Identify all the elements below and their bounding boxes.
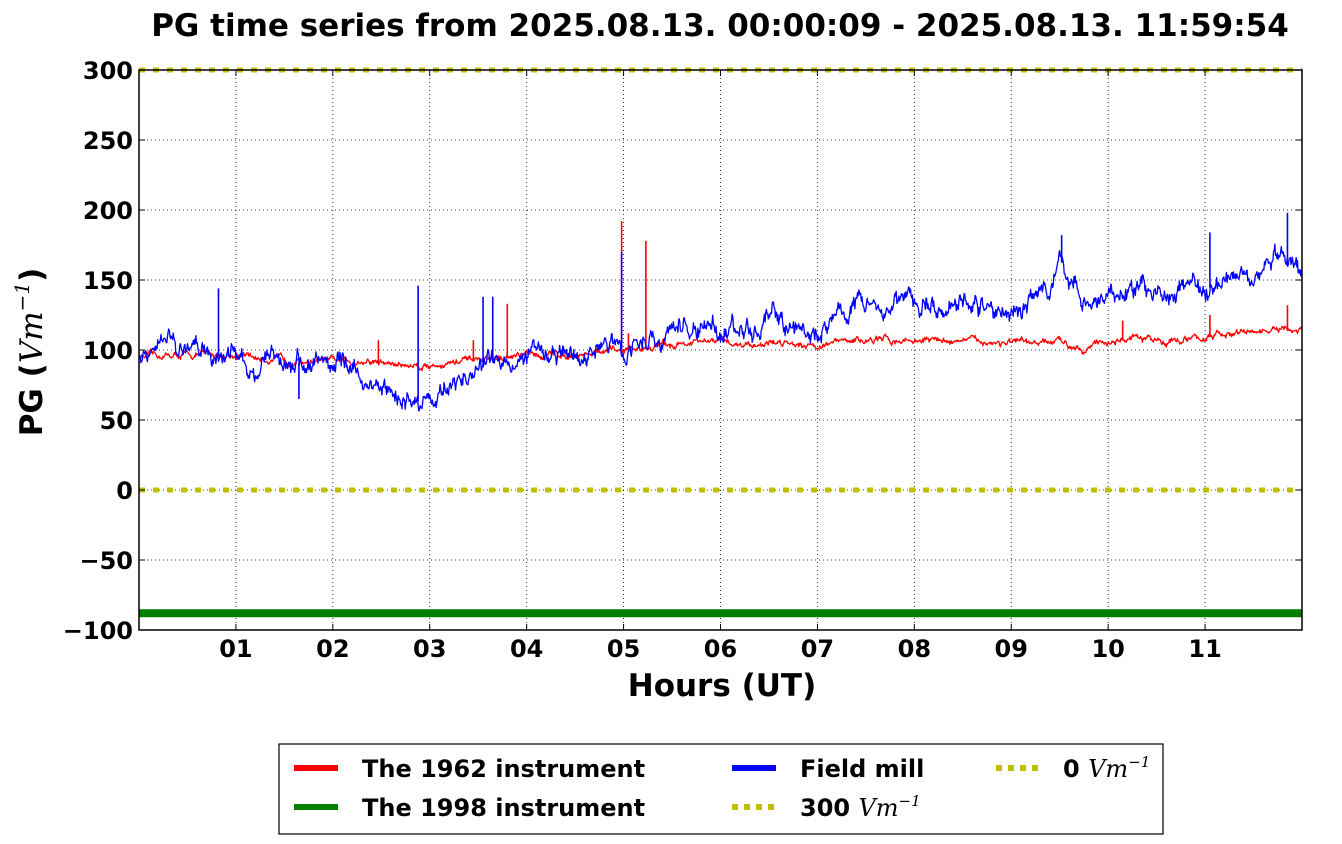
- y-axis-label-close: ): [14, 268, 50, 282]
- y-tick-label: −100: [63, 617, 133, 645]
- y-tick-label: 50: [100, 407, 133, 435]
- legend-label-1962: The 1962 instrument: [362, 755, 645, 783]
- y-axis-label-exponent: −1: [10, 282, 34, 311]
- x-tick-label: 01: [219, 635, 252, 663]
- legend-label-field-mill: Field mill: [800, 755, 924, 783]
- x-tick-label: 04: [510, 635, 543, 663]
- x-tick-label: 09: [995, 635, 1028, 663]
- x-tick-label: 10: [1091, 635, 1124, 663]
- x-tick-label: 07: [801, 635, 834, 663]
- series-layer: [138, 67, 1303, 618]
- y-tick-label: 200: [83, 197, 133, 225]
- x-tick-label: 02: [316, 635, 349, 663]
- x-tick-label: 08: [898, 635, 931, 663]
- x-tick-label: 05: [607, 635, 640, 663]
- y-axis-label: PG (Vm−1): [10, 268, 50, 437]
- chart-title: PG time series from 2025.08.13. 00:00:09…: [151, 8, 1289, 44]
- y-tick-label: 0: [116, 477, 133, 505]
- legend-label-0: 0 Vm−1: [1063, 753, 1150, 783]
- series-field-mill: [138, 243, 1303, 412]
- grid: [139, 69, 1302, 631]
- legend-label-300: 300 Vm−1: [800, 792, 921, 822]
- y-tick-label: 250: [83, 127, 133, 155]
- y-axis-label-unit: Vm: [14, 311, 50, 363]
- y-tick-label: 150: [83, 267, 133, 295]
- x-axis-label: Hours (UT): [628, 668, 817, 704]
- y-tick-label: −50: [79, 547, 133, 575]
- y-tick-label: 100: [83, 337, 133, 365]
- y-tick-label: 300: [83, 57, 133, 85]
- x-tick-label: 03: [413, 635, 446, 663]
- x-tick-label: 06: [704, 635, 737, 663]
- legend-box: [278, 743, 1164, 835]
- legend: The 1962 instrument The 1998 instrument …: [278, 743, 1164, 835]
- axis-ticks: 01 02 03 04 05 06 07 08 09 10 11 300 250 200 150 100 50 0…: [63, 57, 1302, 663]
- legend-label-1998: The 1998 instrument: [362, 794, 645, 822]
- svg-text:PG (Vm−1): PG (Vm−1): [10, 268, 50, 437]
- y-axis-label-main: PG (: [14, 363, 50, 436]
- x-tick-label: 11: [1188, 635, 1221, 663]
